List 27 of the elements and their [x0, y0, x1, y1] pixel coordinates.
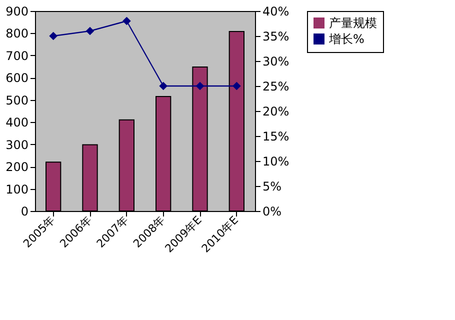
y2-tick-label: 5% [262, 180, 282, 194]
point [232, 82, 241, 90]
y-tick-label: 200 [6, 160, 28, 174]
point [86, 26, 94, 36]
y-tick-label: 400 [6, 116, 28, 130]
y2-tick-label: 15% [262, 130, 290, 144]
y-tick-label: 900 [6, 4, 28, 18]
y2-tick-label: 10% [262, 154, 290, 168]
y-tick-label: 600 [6, 71, 28, 86]
y-tick-label: 700 [6, 48, 28, 63]
y2-tick-label: 25% [262, 80, 290, 94]
y2-tick-label: 35% [262, 30, 290, 44]
point [159, 82, 168, 90]
y-tick-label: 800 [6, 26, 28, 41]
y-tick-label: 500 [6, 93, 28, 108]
legend-label: 增长% [328, 32, 364, 46]
y2-tick-label: 20% [262, 104, 290, 118]
point [196, 82, 204, 90]
point [122, 16, 131, 26]
y2-tick-label: 0% [262, 204, 282, 218]
legend-label: 产量规模 [329, 16, 377, 30]
y2-tick-label: 40% [262, 4, 290, 18]
y2-tick-label: 30% [262, 54, 290, 68]
point [49, 32, 58, 40]
y-tick-label: 0 [20, 204, 28, 218]
y-tick-label: 100 [6, 182, 28, 196]
y-tick-label: 300 [6, 138, 28, 152]
